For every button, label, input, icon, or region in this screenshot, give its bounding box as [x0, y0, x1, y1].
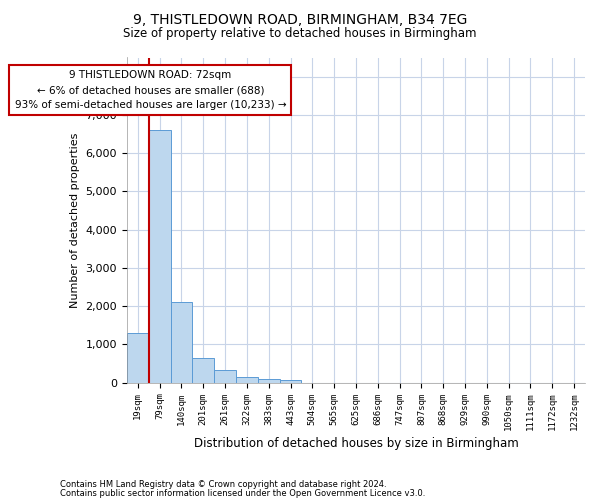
Text: Contains HM Land Registry data © Crown copyright and database right 2024.: Contains HM Land Registry data © Crown c… [60, 480, 386, 489]
Y-axis label: Number of detached properties: Number of detached properties [70, 132, 80, 308]
Bar [236, 376, 258, 382]
Bar [280, 380, 301, 382]
Text: 9, THISTLEDOWN ROAD, BIRMINGHAM, B34 7EG: 9, THISTLEDOWN ROAD, BIRMINGHAM, B34 7EG [133, 12, 467, 26]
Text: Size of property relative to detached houses in Birmingham: Size of property relative to detached ho… [123, 28, 477, 40]
Bar [127, 333, 149, 382]
X-axis label: Distribution of detached houses by size in Birmingham: Distribution of detached houses by size … [194, 437, 518, 450]
Text: Contains public sector information licensed under the Open Government Licence v3: Contains public sector information licen… [60, 489, 425, 498]
Text: 9 THISTLEDOWN ROAD: 72sqm
← 6% of detached houses are smaller (688)
93% of semi-: 9 THISTLEDOWN ROAD: 72sqm ← 6% of detach… [14, 70, 286, 110]
Bar [193, 358, 214, 382]
Bar [170, 302, 193, 382]
Bar [214, 370, 236, 382]
Bar [149, 130, 170, 382]
Bar [258, 380, 280, 382]
